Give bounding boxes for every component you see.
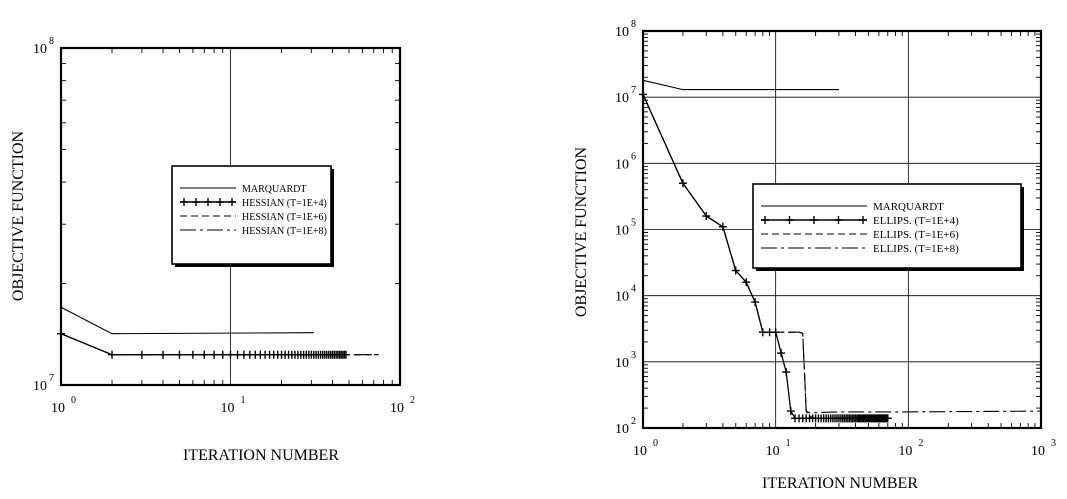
left-legend-plus-marker [180, 198, 188, 206]
right-minor-ticks [643, 31, 1041, 428]
right-plus-marker [751, 298, 760, 307]
right-x-axis-label: ITERATION NUMBER [762, 475, 918, 492]
right-legend-plus-marker [834, 216, 843, 224]
right-series-group [639, 79, 1042, 423]
right-plus-marker [786, 407, 795, 416]
left-x-tick-label: 10 [221, 401, 235, 416]
right-y-tick-label: 10 [615, 422, 629, 437]
right-legend-label-1: MARQUARDT [873, 201, 944, 213]
left-legend-label-4: HESSIAN (T=1E+8) [242, 226, 327, 237]
left-legend-plus-marker [228, 198, 236, 206]
right-y-tick-exponent: 3 [631, 350, 636, 361]
left-x-tick-label: 10 [51, 401, 65, 416]
left-x-tick-exponent: 2 [410, 395, 415, 406]
right-plus-marker [777, 349, 786, 358]
left-y-tick-label: 10 [33, 42, 47, 57]
right-legend-label-2: ELLIPS. (T=1E+4) [873, 215, 959, 227]
right-plus-marker [678, 179, 687, 188]
right-y-tick-exponent: 5 [631, 218, 636, 229]
right-y-tick-label: 10 [615, 224, 629, 239]
right-y-tick-exponent: 7 [631, 85, 636, 96]
left-x-tick-label: 10 [390, 401, 404, 416]
left-y-axis-label: OBJECTIVE FUNCTION [10, 130, 27, 301]
right-x-tick-label: 10 [1031, 444, 1045, 459]
left-x-tick-exponent: 0 [71, 395, 76, 406]
right-x-tick-exponent: 2 [918, 438, 923, 449]
left-x-tick-exponent: 1 [241, 395, 246, 406]
left-series-line-4 [60, 333, 379, 356]
left-x-tick-labels: 10 0 10 1 10 2 [51, 395, 415, 416]
right-y-tick-label: 10 [615, 25, 629, 40]
left-legend-label-2: HESSIAN (T=1E+4) [242, 198, 327, 209]
right-x-tick-labels: 10 0 10 1 10 2 10 3 [633, 438, 1056, 459]
right-legend-plus-marker [761, 216, 769, 224]
left-series-line-1 [60, 306, 314, 335]
right-y-tick-label: 10 [615, 356, 629, 371]
right-legend-plus-marker [810, 216, 818, 224]
right-x-tick-label: 10 [898, 444, 912, 459]
left-plus-marker [57, 329, 65, 338]
right-legend: MARQUARDT ELLIPS. (T=1E+4) ELLIPS. (T=1E+6… [752, 183, 1024, 271]
left-x-axis-label: ITERATION NUMBER [183, 447, 339, 464]
left-minor-ticks [61, 48, 400, 385]
right-legend-label-3: ELLIPS. (T=1E+6) [873, 229, 959, 241]
right-legend-plus-marker [859, 216, 867, 224]
right-y-tick-exponent: 8 [631, 19, 636, 30]
left-legend-label-1: MARQUARDT [242, 184, 306, 195]
left-legend-plus-marker [204, 198, 212, 206]
right-x-tick-exponent: 1 [786, 438, 791, 449]
right-x-tick-label: 10 [766, 444, 780, 459]
right-x-tick-exponent: 3 [1051, 438, 1056, 449]
left-y-tick-exponent: 8 [49, 36, 54, 47]
right-y-tick-exponent: 6 [631, 151, 636, 162]
right-plus-marker [782, 368, 791, 377]
left-y-tick-exponent: 7 [49, 373, 54, 384]
right-legend-label-4: ELLIPS. (T=1E+8) [873, 243, 959, 255]
left-legend-plus-marker [216, 198, 224, 206]
right-legend-box [752, 183, 1022, 269]
left-y-tick-label: 10 [33, 379, 47, 394]
right-legend-plus-marker [785, 216, 794, 224]
right-series-line-1 [642, 79, 839, 91]
right-y-axis-label: OBJECTIVE FUNCTION [573, 146, 590, 317]
left-legend: MARQUARDT HESSIAN (T=1E+4) HESSIAN (T=1E+6… [171, 165, 334, 267]
left-legend-plus-marker [192, 198, 200, 206]
left-series-group [57, 306, 379, 359]
right-x-tick-label: 10 [633, 444, 647, 459]
right-series-line-4 [642, 94, 1042, 414]
right-y-tick-exponent: 2 [631, 416, 636, 427]
right-y-tick-label: 10 [615, 290, 629, 305]
left-legend-label-3: HESSIAN (T=1E+6) [242, 212, 327, 223]
right-y-tick-label: 10 [615, 157, 629, 172]
right-y-tick-label: 10 [615, 91, 629, 106]
left-legend-box [171, 165, 332, 265]
right-y-tick-exponent: 4 [631, 284, 636, 295]
right-x-tick-exponent: 0 [653, 438, 658, 449]
